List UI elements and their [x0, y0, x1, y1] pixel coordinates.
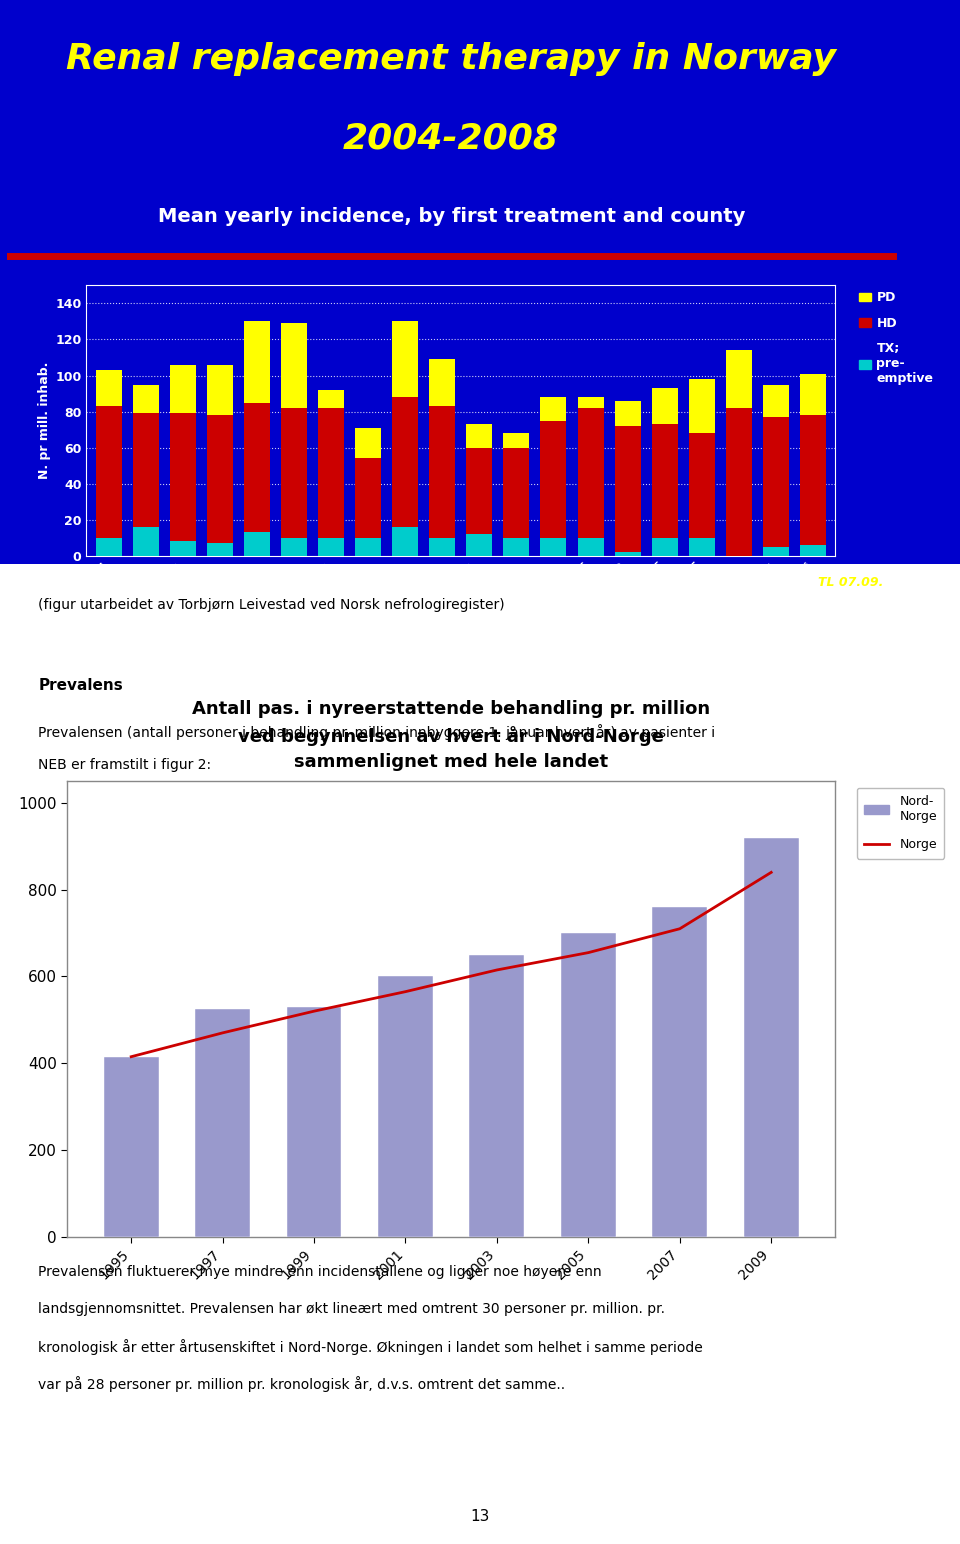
Text: 2004-2008: 2004-2008: [344, 120, 559, 154]
Bar: [652, 537, 678, 556]
Title: Antall pas. i nyreerstattende behandling pr. million
ved begynnelsen av hvert år: Antall pas. i nyreerstattende behandling…: [192, 701, 710, 772]
Bar: [614, 401, 640, 426]
Bar: [503, 448, 529, 537]
Bar: [469, 954, 524, 1237]
Text: var på 28 personer pr. million pr. kronologisk år, d.v.s. omtrent det samme..: var på 28 personer pr. million pr. krono…: [38, 1376, 565, 1391]
Bar: [744, 838, 799, 1237]
Text: 13: 13: [470, 1508, 490, 1524]
Bar: [653, 906, 708, 1237]
Bar: [540, 537, 566, 556]
Bar: [652, 425, 678, 537]
Bar: [355, 428, 381, 459]
Bar: [170, 364, 196, 414]
Bar: [763, 417, 789, 547]
Bar: [503, 434, 529, 448]
Bar: [726, 408, 752, 556]
Bar: [726, 350, 752, 408]
Bar: [393, 321, 419, 397]
Bar: [800, 545, 826, 556]
Bar: [467, 448, 492, 534]
Bar: [652, 388, 678, 425]
Bar: [561, 933, 615, 1237]
Bar: [429, 537, 455, 556]
Bar: [281, 323, 307, 408]
Bar: [800, 415, 826, 545]
Bar: [355, 459, 381, 537]
Text: Prevalens: Prevalens: [38, 678, 123, 693]
Bar: [540, 420, 566, 537]
Text: landsgjennomsnittet. Prevalensen har økt lineært med omtrent 30 personer pr. mil: landsgjennomsnittet. Prevalensen har økt…: [38, 1302, 665, 1315]
Text: Renal replacement therapy in Norway: Renal replacement therapy in Norway: [66, 42, 836, 76]
Y-axis label: N. pr mill. inhab.: N. pr mill. inhab.: [38, 361, 51, 479]
Bar: [614, 553, 640, 556]
Bar: [318, 391, 344, 408]
Bar: [195, 1010, 250, 1237]
Bar: [96, 406, 122, 537]
Bar: [540, 397, 566, 420]
Text: Mean yearly incidence, by first treatment and county: Mean yearly incidence, by first treatmen…: [157, 207, 745, 227]
Bar: [96, 371, 122, 406]
Text: Prevalensen (antall personer i behandling pr. million innbyggere 1. januar hvert: Prevalensen (antall personer i behandlin…: [38, 724, 715, 740]
Bar: [578, 408, 604, 537]
Text: (figur utarbeidet av Torbjørn Leivestad ved Norsk nefrologiregister): (figur utarbeidet av Torbjørn Leivestad …: [38, 598, 505, 611]
Bar: [688, 434, 715, 537]
Bar: [318, 537, 344, 556]
Text: NEB er framstilt i figur 2:: NEB er framstilt i figur 2:: [38, 758, 211, 772]
Bar: [763, 547, 789, 556]
Bar: [170, 414, 196, 542]
Bar: [800, 374, 826, 415]
Bar: [244, 321, 270, 403]
Bar: [244, 533, 270, 556]
Bar: [355, 537, 381, 556]
Bar: [132, 384, 158, 414]
Bar: [170, 542, 196, 556]
Bar: [281, 408, 307, 537]
Bar: [688, 537, 715, 556]
Legend: PD, HD, TX;
pre-
emptive: PD, HD, TX; pre- emptive: [856, 289, 936, 388]
Bar: [503, 537, 529, 556]
Bar: [429, 406, 455, 537]
Text: Prevalensen fluktuerer mye mindre enn incidenstallene og ligger noe høyere enn: Prevalensen fluktuerer mye mindre enn in…: [38, 1265, 602, 1278]
Bar: [206, 364, 233, 415]
Bar: [578, 397, 604, 408]
Bar: [132, 527, 158, 556]
Bar: [467, 534, 492, 556]
Bar: [429, 360, 455, 406]
Bar: [104, 1056, 158, 1237]
Bar: [244, 403, 270, 533]
Legend: Nord-
Norge, Norge: Nord- Norge, Norge: [857, 787, 945, 858]
Text: kronologisk år etter årtusenskiftet i Nord-Norge. Økningen i landet som helhet i: kronologisk år etter årtusenskiftet i No…: [38, 1339, 703, 1354]
Bar: [393, 527, 419, 556]
Bar: [688, 380, 715, 434]
Bar: [132, 414, 158, 527]
Bar: [206, 415, 233, 543]
Bar: [318, 408, 344, 537]
Bar: [378, 976, 433, 1237]
Bar: [96, 537, 122, 556]
Bar: [614, 426, 640, 553]
Bar: [393, 397, 419, 527]
Text: TL 07.09.: TL 07.09.: [818, 576, 883, 588]
Bar: [206, 543, 233, 556]
Bar: [281, 537, 307, 556]
Bar: [467, 425, 492, 448]
Bar: [763, 384, 789, 417]
Bar: [287, 1007, 342, 1237]
Bar: [578, 537, 604, 556]
